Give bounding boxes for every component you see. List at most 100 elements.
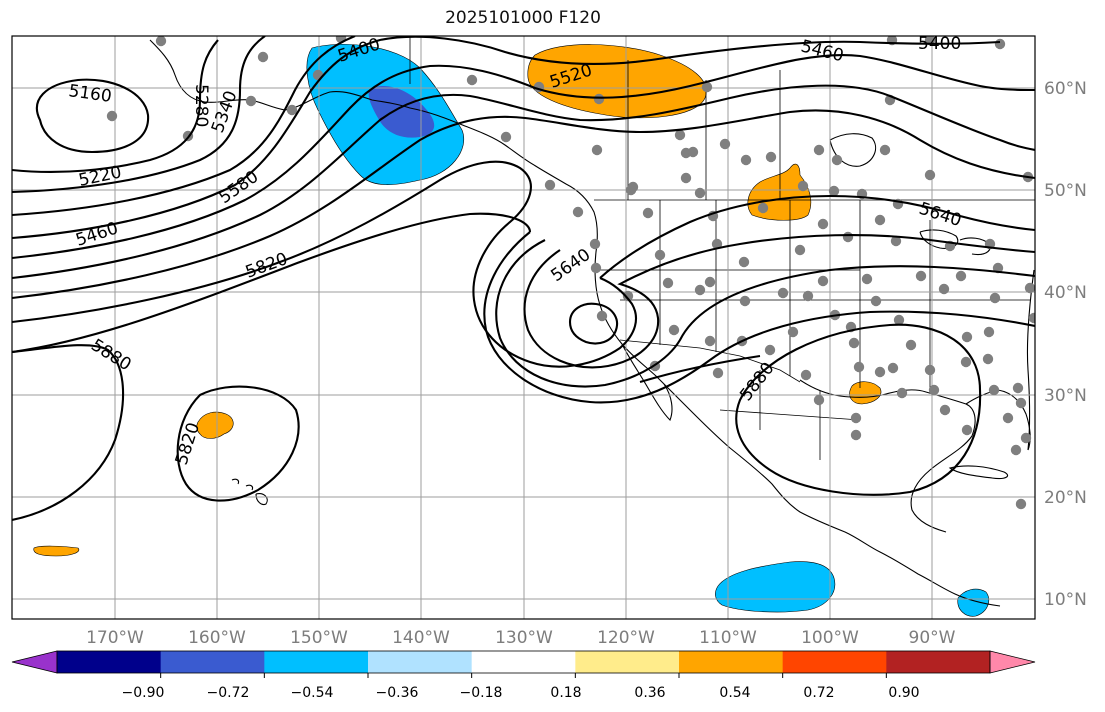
station-dot bbox=[687, 146, 699, 158]
station-dot bbox=[802, 290, 814, 302]
contour-5880-pacific bbox=[12, 344, 125, 522]
station-dot bbox=[680, 172, 692, 184]
map-title: 2025101000 F120 bbox=[445, 8, 601, 28]
station-dot bbox=[739, 295, 751, 307]
station-dot bbox=[924, 364, 936, 376]
station-dot bbox=[740, 154, 752, 166]
station-dot bbox=[988, 384, 1000, 396]
contour-5520 bbox=[12, 84, 1035, 280]
station-dot bbox=[850, 412, 862, 424]
station-dot bbox=[155, 36, 167, 47]
alaska-coast bbox=[149, 39, 535, 166]
contour-label: 5400 bbox=[918, 34, 961, 54]
colorbar-tick-labels: −0.90 −0.72 −0.54 −0.36 −0.18 0.18 0.36 … bbox=[122, 685, 920, 701]
station-dot bbox=[1020, 432, 1032, 444]
colorbar-tick-label: 0.18 bbox=[550, 685, 581, 701]
station-dot bbox=[924, 169, 936, 181]
station-dot bbox=[764, 344, 776, 356]
station-dot bbox=[983, 326, 995, 338]
station-dot bbox=[813, 394, 825, 406]
station-dot bbox=[757, 202, 769, 214]
us-mexico-border bbox=[619, 339, 801, 383]
colorbar-tick-label: −0.90 bbox=[122, 685, 165, 701]
lon-tick-label: 160°W bbox=[188, 628, 246, 648]
station-dot bbox=[572, 206, 584, 218]
station-dot bbox=[765, 151, 777, 163]
lat-tick-label: 50°N bbox=[1044, 181, 1087, 201]
lon-tick-label: 100°W bbox=[801, 628, 859, 648]
colorbar-tick-label: −0.18 bbox=[460, 685, 503, 701]
station-dot bbox=[596, 310, 608, 322]
contour-5160 bbox=[35, 78, 150, 154]
station-dot bbox=[828, 185, 840, 197]
station-dot bbox=[591, 144, 603, 156]
colorbar-tick-label: −0.54 bbox=[291, 685, 334, 701]
station-dot bbox=[1015, 498, 1027, 510]
station-dot bbox=[704, 276, 716, 288]
station-dot bbox=[1015, 397, 1027, 409]
station-dot bbox=[939, 404, 951, 416]
station-dot bbox=[694, 187, 706, 199]
station-dot bbox=[777, 287, 789, 299]
lon-tick-label: 110°W bbox=[699, 628, 757, 648]
station-dot bbox=[800, 369, 812, 381]
station-dot bbox=[738, 256, 750, 268]
station-dot bbox=[642, 207, 654, 219]
station-dot bbox=[589, 238, 601, 250]
colorbar-segment bbox=[471, 651, 576, 673]
lon-tick-label: 140°W bbox=[392, 628, 450, 648]
contour-5880-gulf bbox=[735, 323, 982, 496]
station-dot bbox=[853, 361, 865, 373]
station-dot bbox=[955, 270, 967, 282]
station-dot bbox=[850, 429, 862, 441]
colorbar-tick-label: 0.36 bbox=[634, 685, 665, 701]
station-dot bbox=[668, 324, 680, 336]
lon-tick-label: 170°W bbox=[86, 628, 144, 648]
station-dot bbox=[701, 81, 713, 93]
colorbar-segment bbox=[57, 651, 162, 673]
station-dot bbox=[982, 353, 994, 365]
contour-5640-west bbox=[12, 160, 637, 368]
lat-tick-label: 40°N bbox=[1044, 283, 1087, 303]
colorbar-segment bbox=[679, 651, 784, 673]
colorbar-segment bbox=[782, 651, 887, 673]
cuba bbox=[948, 465, 1009, 480]
contour-5880-inner bbox=[639, 354, 761, 384]
station-dot bbox=[500, 131, 512, 143]
contour-label: 5280 bbox=[191, 84, 211, 127]
contour-5220 bbox=[12, 39, 219, 174]
colorbar-segment bbox=[886, 651, 991, 673]
station-dot bbox=[817, 218, 829, 230]
station-dot bbox=[593, 93, 605, 105]
negative-shade-core bbox=[368, 86, 435, 138]
station-dot bbox=[106, 110, 118, 122]
contour-5460 bbox=[12, 53, 1035, 260]
baja-peninsula bbox=[621, 343, 673, 421]
graticule bbox=[12, 36, 1035, 619]
station-dot bbox=[896, 387, 908, 399]
contour-5340 bbox=[12, 36, 356, 217]
station-dot bbox=[662, 277, 674, 289]
contour-5280 bbox=[12, 36, 266, 194]
lat-tick-label: 30°N bbox=[1044, 386, 1087, 406]
station-dot bbox=[905, 339, 917, 351]
north-america-west-coast bbox=[533, 164, 1001, 607]
lon-tick-label: 150°W bbox=[290, 628, 348, 648]
colorbar bbox=[11, 650, 1036, 678]
station-dot bbox=[928, 384, 940, 396]
province-lines bbox=[627, 60, 781, 200]
station-dot bbox=[794, 244, 806, 256]
station-dot bbox=[938, 283, 950, 295]
colorbar-tick-label: 0.72 bbox=[803, 685, 834, 701]
station-dot bbox=[1028, 312, 1035, 324]
station-dot bbox=[874, 366, 886, 378]
contour-5400 bbox=[12, 36, 1001, 240]
station-dot bbox=[286, 104, 298, 116]
contour-small-low bbox=[568, 302, 618, 345]
station-dot bbox=[704, 335, 716, 347]
station-dot bbox=[257, 51, 269, 63]
station-dot bbox=[797, 180, 809, 192]
colorbar-tick-label: −0.72 bbox=[207, 685, 250, 701]
lat-tick-label: 20°N bbox=[1044, 488, 1087, 508]
